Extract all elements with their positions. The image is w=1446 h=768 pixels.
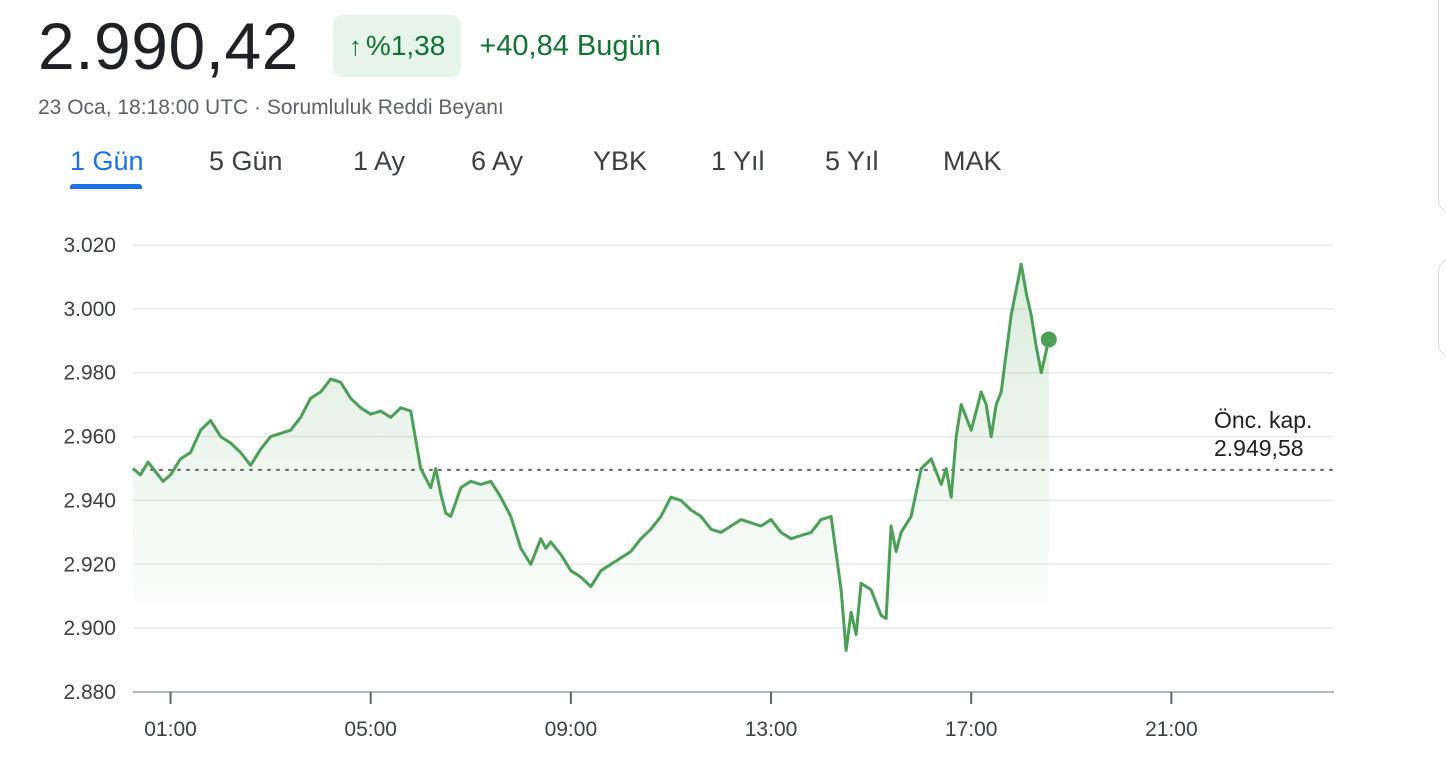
- y-tick-label: 2.920: [63, 553, 116, 576]
- y-tick-label: 2.960: [63, 426, 116, 449]
- x-tick-label: 09:00: [545, 718, 598, 741]
- x-tick-label: 13:00: [745, 718, 798, 741]
- y-tick-label: 2.940: [63, 489, 116, 512]
- tab-6-months[interactable]: 6 Ay: [471, 146, 524, 176]
- change-percent: %1,38: [365, 30, 446, 61]
- change-today: +40,84 Bugün: [479, 29, 661, 62]
- timestamp-row: 23 Oca, 18:18:00 UTC · Sorumluluk Reddi …: [38, 96, 504, 120]
- x-tick-label: 17:00: [945, 718, 998, 741]
- price-line: [132, 262, 1051, 652]
- change-percent-badge: ↑ %1,38: [332, 15, 462, 77]
- active-tab-indicator: [70, 184, 142, 189]
- price-area-fill: [133, 264, 1049, 651]
- tab-ytd[interactable]: YBK: [593, 146, 648, 176]
- previous-close-value: 2.949,58: [1214, 435, 1304, 461]
- current-price: 2.990,42: [38, 9, 299, 83]
- y-tick-label: 3.020: [63, 234, 116, 257]
- timestamp: 23 Oca, 18:18:00 UTC: [38, 96, 249, 119]
- disclaimer-link[interactable]: Sorumluluk Reddi Beyanı: [266, 96, 504, 119]
- up-arrow-icon: ↑: [348, 30, 362, 61]
- time-range-tabs: 1 Gün 5 Gün 1 Ay 6 Ay YBK 1 Yıl 5 Yıl MA…: [38, 146, 1038, 190]
- y-axis-labels: 3.020 3.000 2.980 2.960 2.940 2.920 2.900 2.880: [63, 234, 116, 704]
- tab-max[interactable]: MAK: [943, 146, 1002, 176]
- tab-1-month[interactable]: 1 Ay: [353, 146, 406, 176]
- tab-1-year[interactable]: 1 Yıl: [711, 146, 765, 176]
- y-tick-label: 3.000: [63, 298, 116, 321]
- x-tick-label: 01:00: [144, 718, 197, 741]
- previous-close-label: Önc. kap.: [1214, 407, 1312, 433]
- x-tick-label: 21:00: [1145, 718, 1198, 741]
- y-tick-label: 2.980: [63, 362, 116, 385]
- y-tick-label: 2.880: [63, 681, 116, 704]
- tab-5-days[interactable]: 5 Gün: [209, 146, 283, 176]
- tab-5-years[interactable]: 5 Yıl: [825, 146, 879, 176]
- quote-header: 2.990,42 ↑ %1,38 +40,84 Bugün: [38, 10, 661, 82]
- separator: ·: [253, 96, 261, 119]
- x-tick-label: 05:00: [344, 718, 397, 741]
- y-tick-label: 2.900: [63, 617, 116, 640]
- last-price-dot: [1040, 331, 1057, 348]
- x-axis: 01:00 05:00 09:00 13:00 17:00 21:00: [133, 691, 1334, 741]
- tab-1-day[interactable]: 1 Gün: [70, 146, 144, 176]
